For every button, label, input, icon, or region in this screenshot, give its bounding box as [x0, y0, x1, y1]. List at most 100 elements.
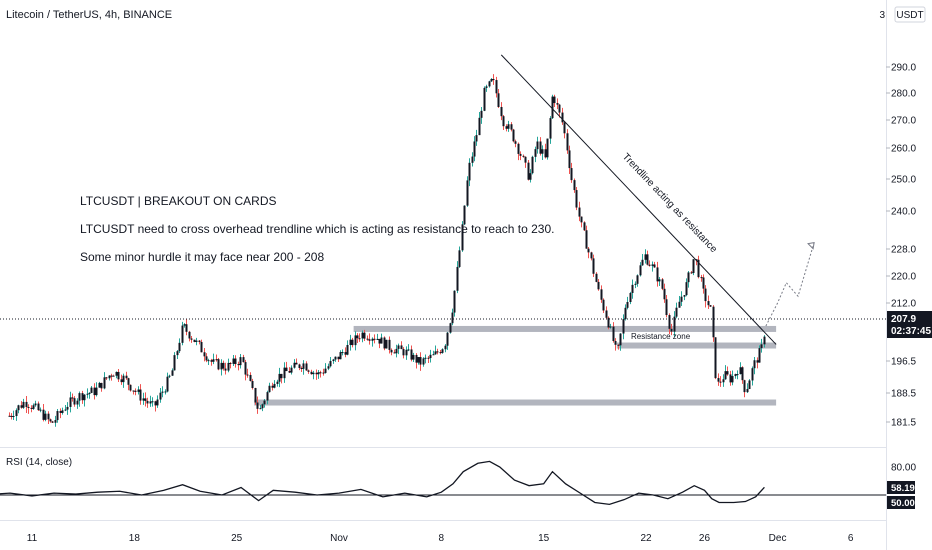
candle [422, 358, 425, 365]
price-tick-label: 228.0 [891, 245, 916, 256]
candle [432, 354, 435, 356]
candle [207, 360, 210, 362]
candle [283, 367, 286, 379]
candle [341, 352, 344, 354]
candle [539, 141, 542, 154]
rsi-title[interactable]: RSI (14, close) [6, 457, 72, 468]
candle [417, 357, 420, 363]
candle [578, 207, 581, 217]
candle [246, 374, 249, 376]
candle [17, 405, 20, 411]
rsi-mid-label: 50.00 [891, 498, 915, 509]
candle [622, 319, 625, 334]
candle [583, 222, 586, 231]
candle [317, 372, 320, 375]
candle [393, 352, 396, 354]
trendline-label: Trendline acting as resistance [620, 151, 719, 255]
candle [410, 349, 413, 360]
candle [502, 116, 505, 127]
candle [285, 367, 288, 372]
candle [356, 335, 359, 339]
price-tick-label: 260.0 [891, 144, 916, 155]
candle [254, 388, 257, 403]
projection-arrowhead [807, 242, 815, 250]
candle [237, 364, 240, 366]
rsi-value-badge [887, 481, 915, 494]
candle [763, 336, 766, 345]
candle [719, 381, 722, 383]
candle [753, 360, 756, 369]
candle [263, 400, 266, 405]
candle [300, 368, 303, 370]
candle [159, 392, 162, 400]
rsi-value-label: 58.19 [891, 483, 915, 494]
candle [266, 392, 269, 401]
candle [110, 375, 113, 377]
candle [607, 317, 610, 328]
zone-band-0 [353, 325, 777, 332]
candle [181, 325, 184, 343]
candle [98, 382, 101, 388]
candle [59, 411, 62, 413]
candle [419, 357, 422, 365]
candle [232, 358, 235, 364]
candle [295, 362, 298, 365]
candle [22, 401, 25, 408]
price-tick-label: 212.0 [891, 299, 916, 310]
candle [168, 375, 171, 377]
candle [49, 419, 52, 422]
candle [626, 301, 629, 308]
annotation-line-1: LTCUSDT need to cross overhead trendline… [80, 222, 554, 236]
candle [580, 216, 583, 223]
candle [100, 382, 103, 389]
candle [171, 370, 174, 376]
candle [259, 408, 262, 410]
candle [624, 307, 627, 320]
candle [617, 344, 620, 346]
candle [646, 254, 649, 265]
candle [30, 407, 33, 409]
price-tick-label: 181.5 [891, 418, 916, 429]
candle [731, 376, 734, 383]
candle [441, 349, 444, 353]
candle [310, 371, 313, 375]
candle [227, 362, 230, 371]
candle [151, 401, 154, 403]
currency-badge-box[interactable] [894, 6, 926, 23]
candle [305, 363, 308, 371]
candle [334, 356, 337, 360]
candle [400, 345, 403, 350]
candle [449, 323, 452, 333]
candle [112, 375, 115, 377]
candle [717, 378, 720, 382]
candle [670, 328, 673, 332]
trendline[interactable] [500, 54, 777, 345]
symbol-title[interactable]: Litecoin / TetherUS, 4h, BINANCE [6, 9, 172, 21]
candle [385, 339, 388, 349]
candle [758, 348, 761, 363]
candle [142, 398, 145, 401]
candle [81, 393, 84, 401]
candle [561, 112, 564, 123]
candle [373, 338, 376, 340]
candle [244, 362, 247, 375]
candle [315, 372, 318, 375]
candle [590, 252, 593, 259]
candle [661, 279, 664, 289]
candles-layer [8, 74, 766, 427]
candle [566, 133, 569, 151]
candle [514, 141, 517, 144]
candle [185, 324, 188, 332]
candle [587, 248, 590, 253]
candle [166, 376, 169, 392]
candle [519, 153, 522, 156]
candle [736, 374, 739, 376]
time-axis[interactable]: 111825Nov8152226Dec613 [27, 533, 932, 544]
rsi-tick-label: 80.00 [891, 463, 916, 474]
candle [324, 368, 327, 373]
annotation-line-2: Some minor hurdle it may face near 200 -… [80, 250, 324, 264]
candle [680, 296, 683, 302]
price-axis[interactable]: 290.0 280.0 270.0 260.0 250.0 240.0 228.0 220.0… [886, 63, 916, 429]
candle [371, 338, 374, 341]
